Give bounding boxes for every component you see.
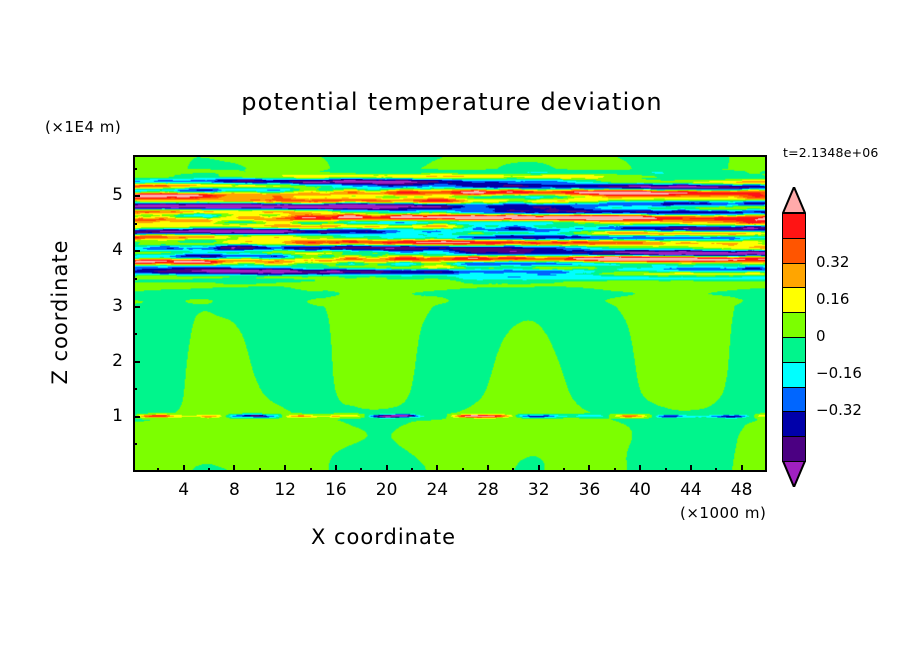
x-axis-tick-label: 32 — [527, 480, 550, 500]
y-axis-title: Z coordinate — [48, 239, 72, 385]
x-axis-tick-label: 40 — [629, 480, 651, 500]
x-axis-minor-tick — [410, 468, 413, 472]
contour-field — [135, 157, 765, 470]
colorbar — [781, 184, 807, 490]
x-axis-tick-label: 48 — [730, 480, 753, 500]
y-axis-minor-tick — [133, 443, 137, 446]
y-axis-tick — [133, 415, 140, 418]
y-axis-unit-label: (×1E4 m) — [45, 118, 122, 136]
x-axis-title: X coordinate — [310, 525, 457, 549]
x-axis-tick-label: 8 — [229, 480, 240, 500]
y-axis-tick-label: 5 — [112, 185, 123, 206]
x-axis-tick — [284, 465, 287, 472]
x-axis-tick — [385, 465, 388, 472]
y-axis-tick-label: 1 — [112, 405, 123, 426]
colorbar-band — [782, 436, 806, 463]
x-axis-minor-tick — [157, 468, 160, 472]
x-axis-minor-tick — [258, 468, 261, 472]
colorbar-band — [782, 213, 806, 240]
x-axis-minor-tick — [613, 468, 616, 472]
x-axis-minor-tick — [309, 468, 312, 472]
x-axis-tick-label: 16 — [325, 480, 347, 500]
y-axis-minor-tick — [133, 278, 137, 281]
x-axis-tick — [537, 465, 540, 472]
colorbar-tick-label: −0.32 — [816, 401, 862, 420]
y-axis-tick — [133, 305, 140, 308]
x-axis-minor-tick — [208, 468, 211, 472]
colorbar-band — [782, 386, 806, 413]
y-axis-tick — [133, 360, 140, 363]
page-title: potential temperature deviation — [241, 88, 663, 116]
colorbar-band — [782, 312, 806, 339]
colorbar-band — [782, 411, 806, 438]
x-axis-minor-tick — [512, 468, 515, 472]
x-axis-tick-label: 20 — [375, 480, 398, 500]
y-axis-minor-tick — [133, 167, 137, 170]
x-axis-minor-tick — [715, 468, 718, 472]
time-annotation: t=2.1348e+06 — [783, 145, 879, 160]
colorbar-top-arrow-outline — [781, 184, 807, 214]
y-axis-tick-label: 4 — [112, 240, 123, 261]
colorbar-tick-label: 0 — [816, 327, 826, 345]
x-axis-tick — [334, 465, 337, 472]
x-axis-tick-label: 24 — [426, 480, 449, 500]
y-axis-minor-tick — [133, 388, 137, 391]
colorbar-band — [782, 287, 806, 314]
y-axis-tick-label: 3 — [112, 295, 123, 316]
x-axis-tick-label: 12 — [274, 480, 296, 500]
x-axis-tick — [740, 465, 743, 472]
colorbar-band — [782, 361, 806, 389]
colorbar-bottom-arrow-outline — [781, 460, 807, 490]
x-axis-tick-label: 28 — [477, 480, 499, 500]
colorbar-tick-label: 0.16 — [816, 289, 850, 308]
x-axis-minor-tick — [563, 468, 566, 472]
x-axis-tick — [639, 465, 642, 472]
colorbar-band — [782, 237, 806, 265]
x-axis-tick — [588, 465, 591, 472]
x-axis-tick — [487, 465, 490, 472]
y-axis-minor-tick — [133, 333, 137, 336]
colorbar-tick-label: 0.32 — [816, 252, 850, 271]
colorbar-band — [782, 262, 806, 289]
x-axis-tick — [436, 465, 439, 472]
x-axis-tick — [233, 465, 236, 472]
colorbar-band — [782, 337, 806, 364]
colorbar-tick-label: −0.16 — [816, 364, 862, 383]
x-axis-tick-label: 36 — [578, 480, 601, 500]
x-axis-minor-tick — [664, 468, 667, 472]
y-axis-minor-tick — [133, 222, 137, 225]
x-axis-tick — [182, 465, 185, 472]
y-axis-tick — [133, 250, 140, 253]
x-axis-minor-tick — [461, 468, 464, 472]
contour-plot-panel — [133, 155, 767, 472]
x-axis-minor-tick — [360, 468, 363, 472]
x-axis-tick — [689, 465, 692, 472]
x-axis-tick-label: 4 — [178, 480, 190, 500]
y-axis-tick-label: 2 — [112, 350, 123, 371]
x-axis-unit-label: (×1000 m) — [680, 504, 767, 522]
y-axis-tick — [133, 195, 140, 198]
x-axis-tick-label: 44 — [680, 480, 702, 500]
